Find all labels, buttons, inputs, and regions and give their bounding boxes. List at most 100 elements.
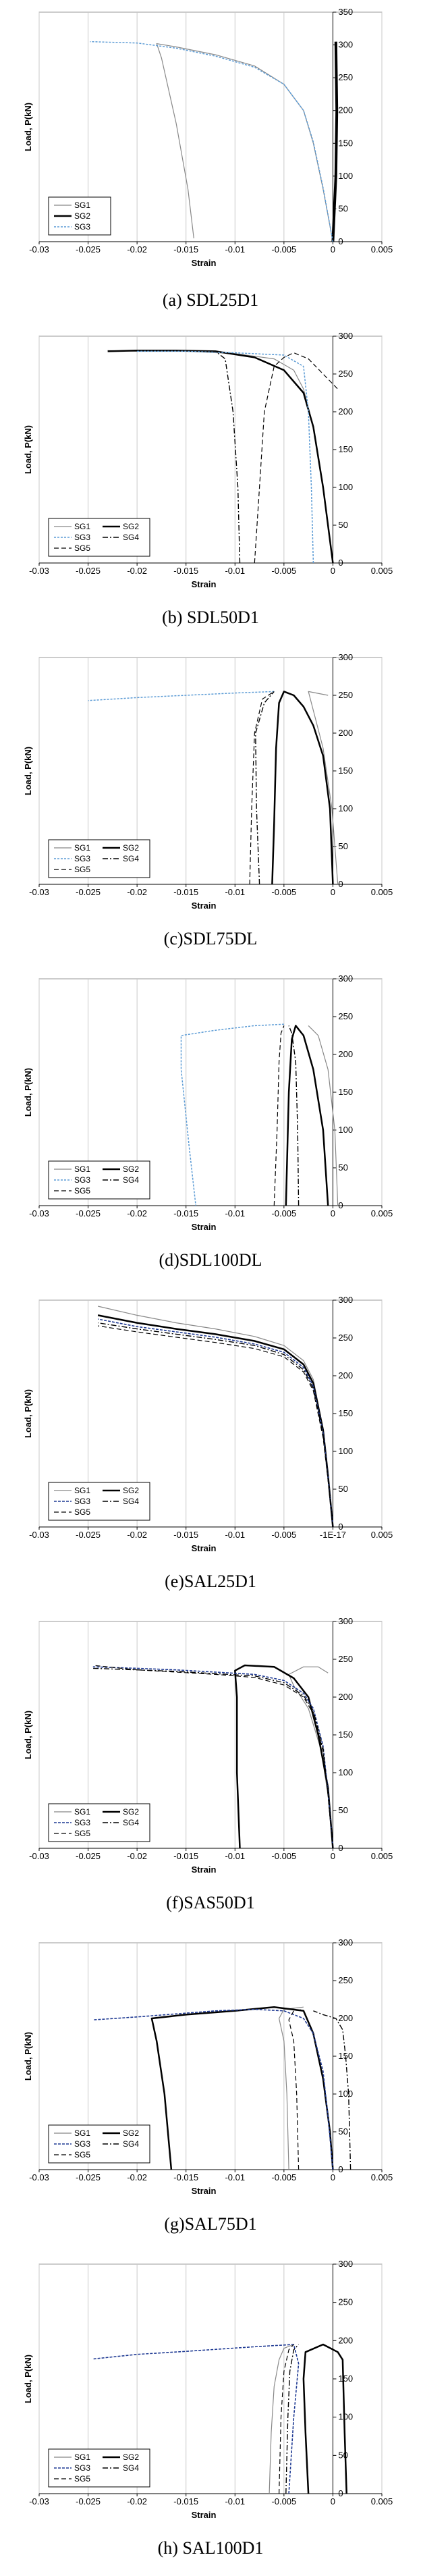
y-tick-label: 0: [338, 1843, 343, 1853]
x-tick-label: -0.025: [76, 566, 101, 576]
series-line-sg5: [288, 2009, 304, 2170]
y-tick-label: 300: [338, 652, 353, 662]
legend-label: SG4: [123, 533, 139, 542]
legend-label: SG1: [74, 843, 90, 853]
legend-label: SG2: [123, 2452, 139, 2462]
x-tick-label: -0.01: [225, 566, 245, 576]
legend-label: SG2: [123, 1807, 139, 1817]
series-line-sg4: [92, 1667, 334, 1849]
x-tick-label: -0.01: [225, 1851, 245, 1861]
legend-label: SG5: [74, 1186, 90, 1196]
legend: SG1 SG2 SG3 SG4 SG5: [48, 839, 150, 878]
legend-box: [48, 1160, 150, 1200]
legend-label: SG5: [74, 2150, 90, 2159]
legend-label: SG3: [74, 1818, 90, 1827]
y-tick-label: 50: [338, 1484, 347, 1494]
y-tick-label: 200: [338, 728, 353, 738]
y-axis-label: Load, P(kN): [23, 425, 33, 474]
x-tick-label: -0.02: [127, 1208, 147, 1218]
legend-label: SG1: [74, 1807, 90, 1817]
y-tick-label: 50: [338, 520, 347, 530]
x-tick-label: -0.01: [225, 2496, 245, 2506]
y-tick-label: 50: [338, 203, 347, 213]
chart-g: -0.03 -0.025 -0.02 -0.015 -0.01 -0.005 0 0.005 0…: [23, 1937, 393, 2196]
legend-label: SG3: [74, 1497, 90, 1506]
y-tick-label: 200: [338, 1049, 353, 1059]
x-tick-label: 0.005: [371, 1851, 393, 1861]
x-tick-label: -0.03: [29, 2172, 49, 2182]
y-tick-label: 250: [338, 1654, 353, 1664]
legend: SG1 SG2 SG3 SG4 SG5: [48, 2124, 150, 2164]
caption-b: (b) SDL50D1: [162, 608, 259, 627]
chart-f: -0.03 -0.025 -0.02 -0.015 -0.01 -0.005 0 0.005 0…: [23, 1616, 393, 1875]
x-tick-label: -0.03: [29, 244, 49, 254]
y-tick-label: 100: [338, 803, 353, 813]
y-tick-label: 200: [338, 2335, 353, 2345]
x-tick-label: -0.03: [29, 1851, 49, 1861]
legend: SG1 SG2 SG3 SG4 SG5: [48, 518, 150, 557]
x-tick-label: 0.005: [371, 1530, 393, 1540]
series-line-sg1: [288, 1666, 333, 1849]
series-line-sg5: [249, 691, 275, 885]
series-line-sg5: [279, 2344, 294, 2494]
y-tick-label: 200: [338, 1370, 353, 1380]
y-tick-label: 150: [338, 2051, 353, 2061]
y-tick-label: 150: [338, 138, 353, 148]
y-tick-label: 350: [338, 7, 353, 17]
chart-e: -0.03 -0.025 -0.02 -0.015 -0.01 -0.005 -1E-17 0…: [23, 1295, 393, 1553]
y-tick-label: 250: [338, 1333, 353, 1343]
series-line-sg3: [180, 1023, 284, 1206]
x-axis-label: Strain: [192, 1543, 217, 1553]
x-tick-label: -0.005: [271, 1851, 296, 1861]
y-tick-label: 250: [338, 690, 353, 700]
y-tick-label: 150: [338, 444, 353, 454]
panel-b: -0.03 -0.025 -0.02 -0.015 -0.01 -0.005 0 0.005 0…: [0, 324, 421, 645]
legend-label: SG4: [123, 854, 139, 863]
y-tick-label: 300: [338, 2259, 353, 2269]
y-tick-label: 50: [338, 841, 347, 851]
x-tick-label: -0.005: [271, 1530, 296, 1540]
legend-label: SG3: [74, 222, 90, 232]
series-line-sg5: [98, 1325, 333, 1528]
x-tick-label: -0.015: [173, 1530, 198, 1540]
y-tick-label: 300: [338, 1295, 353, 1305]
y-tick-label: 0: [338, 1522, 343, 1532]
y-axis-label: Load, P(kN): [23, 747, 33, 795]
x-tick-label: -0.03: [29, 2496, 49, 2506]
series-line-sg2: [302, 2343, 347, 2494]
y-tick-label: 0: [338, 2164, 343, 2174]
panel-g: -0.03 -0.025 -0.02 -0.015 -0.01 -0.005 0 0.005 0…: [0, 1931, 421, 2252]
y-axis-label: Load, P(kN): [23, 1068, 33, 1117]
y-tick-label: 50: [338, 2450, 347, 2460]
series-line-sg1: [308, 691, 339, 885]
x-tick-label: -0.02: [127, 244, 147, 254]
x-tick-label: -0.005: [271, 244, 296, 254]
x-tick-label: -0.015: [173, 2496, 198, 2506]
series-line-sg2: [271, 691, 334, 885]
series-line-sg4: [285, 2344, 300, 2494]
x-tick-label: 0.005: [371, 887, 393, 897]
x-tick-label: -0.025: [76, 1851, 101, 1861]
panel-a: -0.03 -0.025 -0.02 -0.015 -0.01 -0.005 0 0.005 0…: [0, 0, 421, 324]
series-line-sg5: [92, 1665, 333, 1849]
x-tick-label: -0.025: [76, 887, 101, 897]
x-tick-label: 0: [331, 244, 335, 254]
y-tick-label: 150: [338, 1408, 353, 1418]
legend-label: SG3: [74, 2139, 90, 2149]
y-tick-label: 0: [338, 1200, 343, 1210]
legend-label: SG5: [74, 865, 90, 874]
legend-label: SG1: [74, 1486, 90, 1495]
x-tick-label: -0.02: [127, 887, 147, 897]
series-line-sg1: [269, 2344, 294, 2494]
y-tick-label: 150: [338, 2373, 353, 2384]
x-tick-label: -0.01: [225, 2172, 245, 2182]
y-tick-label: 250: [338, 72, 353, 82]
x-tick-label: -0.015: [173, 244, 198, 254]
x-tick-label: -0.005: [271, 566, 296, 576]
legend-label: SG4: [123, 1175, 139, 1185]
x-tick-label: -0.015: [173, 566, 198, 576]
legend-label: SG3: [74, 1175, 90, 1185]
y-tick-label: 300: [338, 973, 353, 984]
legend-label: SG1: [74, 1164, 90, 1174]
